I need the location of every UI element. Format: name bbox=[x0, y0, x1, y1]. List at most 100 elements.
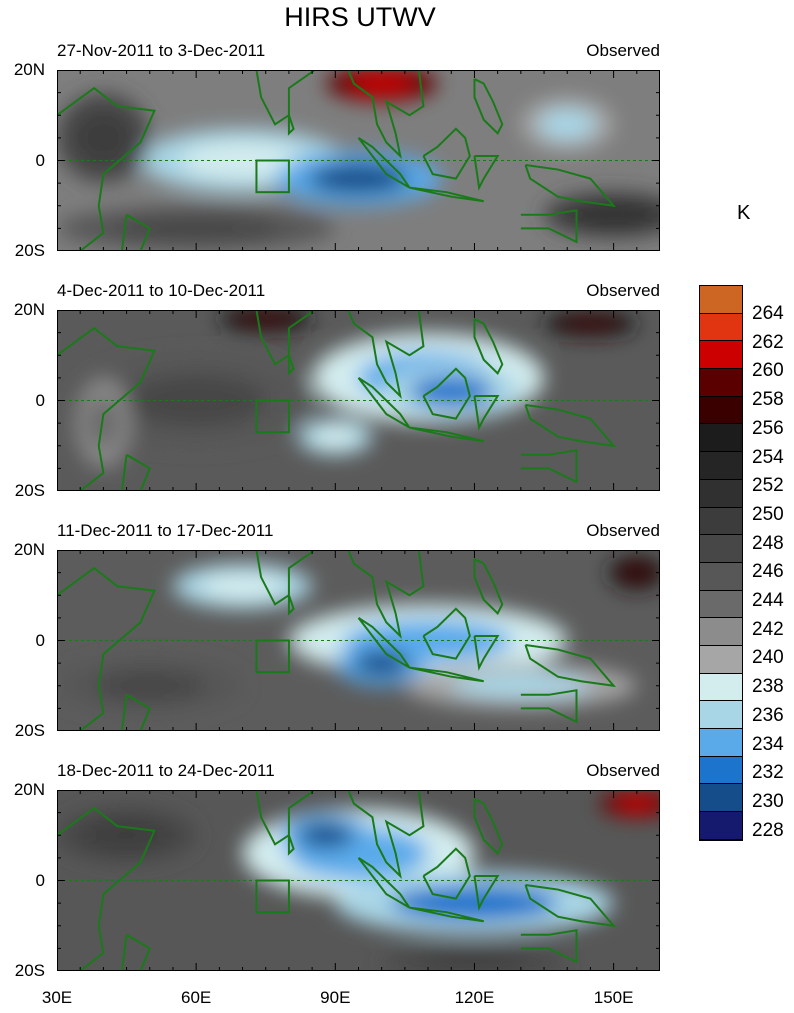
coastline bbox=[357, 617, 411, 669]
coastline bbox=[120, 213, 152, 251]
region-box bbox=[255, 159, 290, 194]
colorbar-label: 252 bbox=[752, 475, 784, 497]
coastline bbox=[524, 404, 617, 448]
colorbar-swatch bbox=[700, 313, 742, 342]
panel-period-label: 4-Dec-2011 to 10-Dec-2011 bbox=[57, 281, 266, 300]
coastline bbox=[57, 566, 156, 731]
lon-tick-label: 90E bbox=[320, 988, 351, 1007]
colorbar-label: 232 bbox=[752, 762, 784, 784]
coastline bbox=[254, 310, 425, 399]
colorbar-swatch bbox=[700, 562, 742, 591]
field-feature-core bbox=[93, 670, 206, 702]
coastline bbox=[120, 453, 152, 491]
coastline bbox=[120, 693, 152, 731]
colorbar-swatch bbox=[700, 618, 742, 646]
colorbar-swatch bbox=[700, 535, 742, 563]
coastline bbox=[287, 594, 295, 616]
colorbar-swatch bbox=[700, 673, 742, 702]
map-panel-3 bbox=[57, 550, 660, 731]
field-feature-core bbox=[539, 108, 596, 140]
coastline bbox=[409, 666, 484, 683]
colorbar-label: 228 bbox=[752, 819, 784, 841]
panel-period-label: 27-Nov-2011 to 3-Dec-2011 bbox=[57, 41, 266, 60]
coastline bbox=[287, 114, 295, 136]
panel-period-label: 11-Dec-2011 to 17-Dec-2011 bbox=[57, 521, 274, 540]
field-feature-core bbox=[86, 397, 121, 450]
coastline bbox=[520, 209, 578, 244]
field-feature-core bbox=[312, 426, 358, 448]
coastline bbox=[473, 558, 504, 616]
coastline bbox=[524, 644, 617, 688]
lat-tick-label: 20S bbox=[14, 241, 45, 260]
field-feature-core bbox=[571, 201, 656, 228]
coastline bbox=[473, 318, 504, 376]
field-feature-core bbox=[418, 954, 531, 970]
coastline bbox=[357, 857, 411, 909]
field-feature-core bbox=[353, 650, 410, 677]
field-feature-core bbox=[84, 819, 169, 851]
field-feature-core bbox=[237, 311, 294, 327]
coastline bbox=[57, 806, 156, 971]
colorbar-label: 246 bbox=[752, 561, 784, 583]
field-feature-core bbox=[112, 215, 281, 242]
colorbar-label: 250 bbox=[752, 503, 784, 525]
colorbar-label: 254 bbox=[752, 446, 784, 468]
coastline bbox=[422, 127, 471, 180]
colorbar-swatch bbox=[700, 286, 742, 314]
map-panel-2 bbox=[57, 310, 660, 491]
coastline bbox=[357, 137, 411, 189]
coastline bbox=[473, 394, 500, 431]
field-feature-core bbox=[409, 375, 494, 408]
field-feature-core bbox=[298, 822, 355, 849]
colorbar-swatch bbox=[700, 369, 742, 397]
colorbar-swatch bbox=[700, 729, 742, 757]
colorbar-swatch bbox=[700, 756, 742, 785]
colorbar-label: 238 bbox=[752, 676, 784, 698]
colorbar-swatch bbox=[700, 479, 742, 508]
colorbar-swatch bbox=[700, 812, 742, 840]
lat-tick-label: 20S bbox=[14, 481, 45, 500]
lon-tick-label: 150E bbox=[593, 988, 634, 1007]
panel-observed-label: Observed bbox=[586, 521, 660, 540]
colorbar-swatch bbox=[700, 645, 742, 674]
coastline bbox=[524, 884, 617, 928]
coastline bbox=[254, 550, 425, 639]
panel-period-label: 18-Dec-2011 to 24-Dec-2011 bbox=[57, 761, 275, 780]
colorbar-swatch bbox=[700, 507, 742, 536]
colorbar-label: 236 bbox=[752, 704, 784, 726]
field-feature-core bbox=[390, 884, 559, 922]
colorbar-label: 230 bbox=[752, 790, 784, 812]
map-panel-1 bbox=[57, 70, 660, 251]
coastline bbox=[473, 154, 500, 191]
lat-tick-label: 20N bbox=[13, 540, 45, 559]
panel-observed-label: Observed bbox=[586, 41, 660, 60]
field-feature-core bbox=[450, 672, 591, 699]
colorbar-label: 258 bbox=[752, 389, 784, 411]
colorbar-swatch bbox=[700, 784, 742, 813]
coastline bbox=[254, 70, 425, 159]
colorbar-label: 264 bbox=[752, 303, 784, 324]
colorbar-label: 244 bbox=[752, 590, 784, 611]
coastline bbox=[520, 449, 578, 484]
colorbar-swatch bbox=[700, 341, 742, 370]
lat-tick-label: 0 bbox=[35, 390, 45, 410]
coastline bbox=[357, 377, 411, 429]
field-feature-core bbox=[562, 315, 619, 332]
lon-tick-label: 120E bbox=[454, 988, 495, 1007]
coastline bbox=[409, 906, 484, 923]
coastline bbox=[422, 367, 471, 420]
colorbar-label: 234 bbox=[752, 733, 784, 755]
panel-observed-label: Observed bbox=[586, 281, 660, 300]
colorbar-units: K bbox=[737, 202, 751, 224]
colorbar-swatch bbox=[700, 590, 742, 619]
coastline bbox=[473, 798, 504, 856]
coastline bbox=[57, 326, 156, 491]
map-panel-4 bbox=[57, 790, 660, 971]
colorbar-label: 240 bbox=[752, 647, 784, 669]
region-box bbox=[255, 639, 290, 674]
lat-tick-label: 20N bbox=[13, 300, 45, 319]
lat-tick-label: 20N bbox=[13, 780, 45, 799]
figure-title: HIRS UTWV bbox=[284, 2, 436, 32]
colorbar-label: 260 bbox=[752, 360, 784, 382]
colorbar bbox=[699, 285, 743, 841]
